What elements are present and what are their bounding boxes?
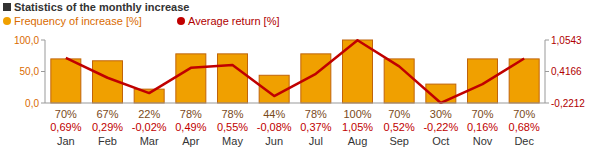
legend-item: Average return [%] <box>177 15 280 27</box>
data-label: 70% <box>513 108 535 120</box>
x-tick-label: Apr <box>182 135 199 147</box>
legend-label: Average return [%] <box>188 15 280 27</box>
data-label: 100% <box>343 108 371 120</box>
y2-tick <box>545 71 549 72</box>
data-label: 78% <box>180 108 202 120</box>
data-label: -0,22% <box>423 121 458 133</box>
bar <box>51 59 81 103</box>
x-tick-label: Nov <box>473 135 493 147</box>
data-label: 78% <box>221 108 243 120</box>
legend-swatch <box>3 17 11 25</box>
y2-tick <box>545 40 549 41</box>
data-label: 67% <box>96 108 118 120</box>
x-tick-label: Mar <box>140 135 159 147</box>
bar <box>468 59 498 103</box>
x-tick-label: Oct <box>432 135 449 147</box>
data-label: -0,08% <box>257 121 292 133</box>
plot-marks <box>51 40 539 103</box>
line <box>66 40 524 103</box>
data-label: 0,55% <box>217 121 248 133</box>
data-label: 0,68% <box>509 121 540 133</box>
y-tick-label: 0,0 <box>25 98 39 109</box>
data-label: 0,16% <box>467 121 498 133</box>
y2-tick-label: 0,4166 <box>551 66 582 77</box>
y-tick <box>41 103 45 104</box>
x-tick-label: Jun <box>265 135 283 147</box>
data-label: 70% <box>388 108 410 120</box>
x-tick-label: Jul <box>309 135 323 147</box>
x-tick-label: Feb <box>98 135 117 147</box>
y-tick <box>41 40 45 41</box>
bar <box>218 54 248 103</box>
data-label: 0,37% <box>300 121 331 133</box>
data-label: 0,69% <box>50 121 81 133</box>
data-label: 0,52% <box>384 121 415 133</box>
x-tick-label: Aug <box>348 135 368 147</box>
legend-label: Frequency of increase [%] <box>14 15 142 27</box>
bar <box>176 54 206 103</box>
x-axis <box>45 103 545 104</box>
y2-tick <box>545 103 549 104</box>
y-tick-label: 50,0 <box>20 66 40 77</box>
data-label: 30% <box>430 108 452 120</box>
chart: Statistics of the monthly increase Freque… <box>0 0 600 154</box>
y-tick <box>41 71 45 72</box>
title-icon <box>3 3 11 11</box>
x-tick-label: Sep <box>389 135 409 147</box>
x-tick-label: Dec <box>514 135 534 147</box>
bar <box>134 89 164 103</box>
data-label: -0,02% <box>132 121 167 133</box>
x-tick-label: Jan <box>57 135 75 147</box>
x-tick-label: May <box>222 135 243 147</box>
data-label: 22% <box>138 108 160 120</box>
data-label: 44% <box>263 108 285 120</box>
y2-tick-label: 1,0543 <box>551 35 582 46</box>
data-label: 70% <box>471 108 493 120</box>
legend-item: Frequency of increase [%] <box>3 15 142 27</box>
data-label: 0,49% <box>175 121 206 133</box>
title: Statistics of the monthly increase <box>14 1 189 13</box>
data-label: 0,29% <box>92 121 123 133</box>
y-tick-label: 100,0 <box>14 35 39 46</box>
data-label: 78% <box>305 108 327 120</box>
legend-swatch <box>177 17 185 25</box>
data-label: 1,05% <box>342 121 373 133</box>
y2-tick-label: -0,2212 <box>551 98 585 109</box>
data-label: 70% <box>55 108 77 120</box>
